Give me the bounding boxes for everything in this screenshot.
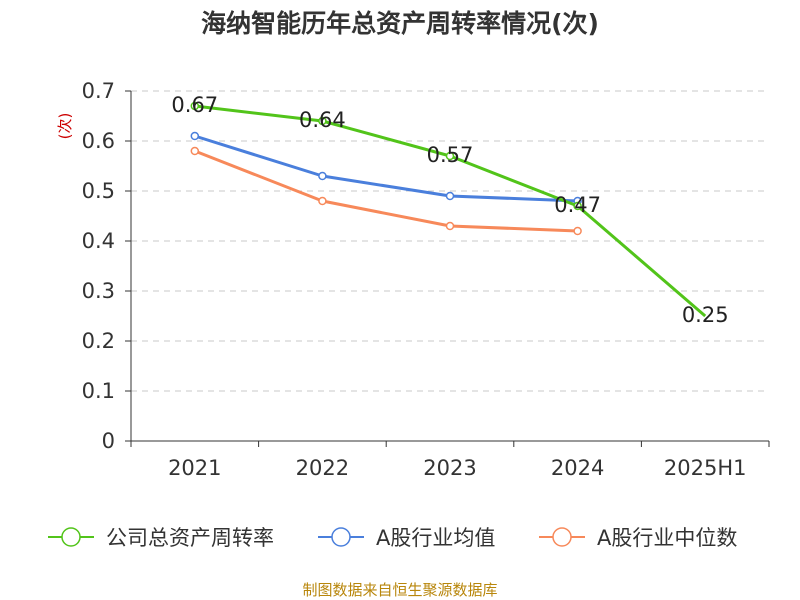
x-tick-label: 2022 — [296, 456, 349, 480]
y-tick-label: 0.4 — [82, 229, 115, 253]
x-tick-label: 2025H1 — [664, 456, 747, 480]
data-label: 0.25 — [682, 303, 729, 327]
y-tick-label: 0.1 — [82, 379, 115, 403]
axes — [125, 90, 770, 447]
legend-label: A股行业均值 — [376, 526, 495, 550]
data-point — [445, 221, 455, 231]
series-line-0 — [194, 104, 707, 318]
y-axis-label: (次) — [56, 113, 74, 140]
legend-swatch-marker — [552, 527, 572, 547]
data-label: 0.67 — [171, 93, 218, 117]
data-point — [573, 201, 582, 211]
y-tick-label: 0.5 — [82, 179, 115, 203]
source-note: 制图数据来自恒生聚源数据库 — [302, 581, 497, 599]
series-line-2 — [194, 149, 578, 233]
y-tick-label: 0 — [102, 429, 115, 453]
x-tick-label: 2023 — [423, 456, 476, 480]
legend-item: A股行业均值 — [318, 526, 495, 550]
data-label: 0.57 — [427, 143, 474, 167]
grid-lines — [131, 90, 769, 392]
legend: 公司总资产周转率 A股行业均值 A股行业中位数 — [48, 526, 737, 550]
x-tick-labels: 2021 2022 2023 2024 2025H1 — [168, 456, 746, 480]
data-labels: 0.67 0.64 0.57 0.47 0.25 — [171, 93, 728, 327]
data-point — [190, 146, 200, 156]
legend-swatch-marker — [331, 527, 351, 547]
legend-swatch-marker — [61, 527, 81, 547]
x-tick-label: 2024 — [551, 456, 604, 480]
data-point — [573, 226, 582, 236]
y-tick-label: 0.3 — [82, 279, 115, 303]
legend-label: 公司总资产周转率 — [106, 526, 274, 550]
x-tick-label: 2021 — [168, 456, 221, 480]
series-line-1 — [194, 134, 578, 203]
data-label: 0.47 — [554, 193, 601, 217]
series-lines — [190, 101, 707, 318]
y-tick-label: 0.6 — [82, 129, 115, 153]
data-point — [318, 171, 327, 181]
chart-title: 海纳智能历年总资产周转率情况(次) — [201, 9, 599, 38]
data-label: 0.64 — [299, 108, 346, 132]
data-point — [190, 131, 200, 141]
data-point — [318, 116, 327, 126]
data-point — [445, 191, 455, 201]
data-point — [318, 196, 327, 206]
y-tick-label: 0.7 — [82, 79, 115, 103]
legend-item: 公司总资产周转率 — [48, 526, 274, 550]
y-tick-label: 0.2 — [82, 329, 115, 353]
legend-item: A股行业中位数 — [539, 526, 737, 550]
data-point — [190, 101, 200, 111]
data-point — [445, 151, 455, 161]
y-tick-labels: 0 0.1 0.2 0.3 0.4 0.5 0.6 0.7 — [82, 79, 115, 453]
legend-label: A股行业中位数 — [597, 526, 737, 550]
